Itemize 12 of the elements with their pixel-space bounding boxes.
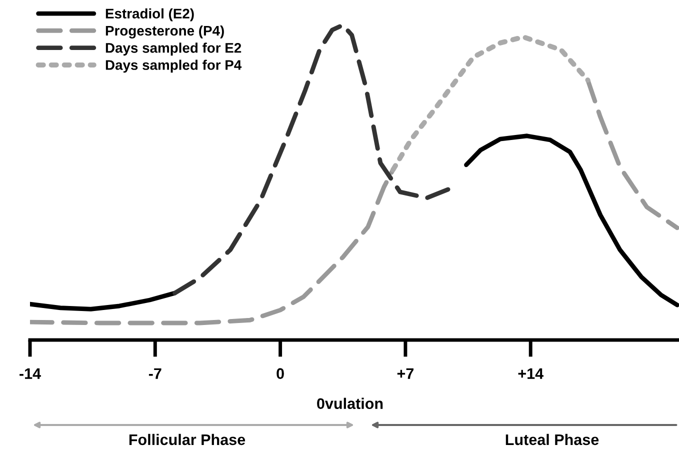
legend-label: Estradiol (E2) (106, 8, 194, 22)
x-tick-label: +14 (518, 368, 544, 379)
x-tick-label: +7 (397, 368, 414, 379)
legend-label: Progesterone (P4) (106, 25, 224, 38)
legend-label: Days sampled for P4 (106, 60, 242, 73)
x-tick-label: 0 (276, 368, 284, 379)
x-tick-label: -14 (20, 368, 41, 379)
text: Follicular Phase (129, 434, 246, 446)
legend-label: Days sampled for E2 (106, 42, 242, 56)
x-axis-title: 0vulation (317, 398, 383, 410)
x-tick-label: -7 (148, 368, 162, 379)
text: Luteal Phase (506, 434, 599, 446)
